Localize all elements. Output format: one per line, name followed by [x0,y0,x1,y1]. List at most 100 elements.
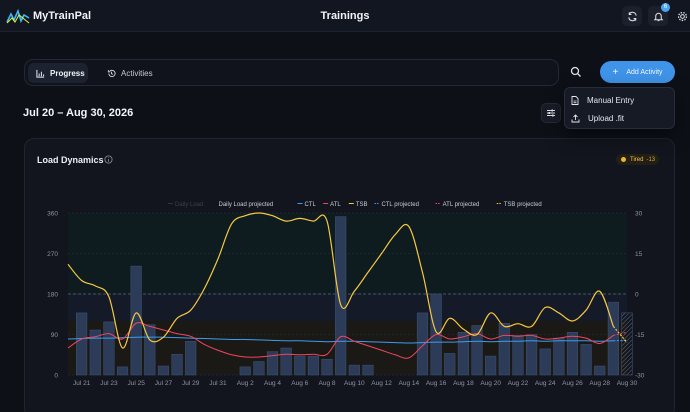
daily-load-bar [171,354,183,376]
daily-load-bar [525,334,538,376]
menu-item-manual-entry[interactable]: Manual Entry [571,93,634,107]
upload-icon [571,113,580,122]
daily-load-bar [116,366,129,376]
daily-load-bar [76,312,88,376]
daily-load-bar [553,337,565,376]
search-icon[interactable] [568,64,584,80]
settings-button[interactable] [674,6,690,26]
daily-load-bar [266,351,279,376]
y-right-tick-label: 30 [635,211,643,218]
tab-activities-label: Activities [121,68,153,78]
plus-icon: + [612,66,619,78]
menu-item-upload-fit[interactable]: Upload .fit [571,111,624,125]
menu-item-label: Manual Entry [587,95,635,105]
y-right-tick-label: -15 [635,332,645,339]
daily-load-bar [103,321,115,376]
menu-item-label: Upload .fit [588,113,625,123]
add-activity-button[interactable]: + Add Activity [600,61,675,83]
x-tick-label: Aug 28 [589,380,610,387]
legend-label: TSB [356,202,368,208]
x-tick-label: Aug 2 [237,380,254,387]
daily-load-bar [539,348,551,376]
daily-load-bar [416,312,429,376]
tab-progress[interactable]: Progress [28,63,88,83]
x-tick-label: Jul 29 [182,380,200,387]
gear-icon [677,11,687,21]
legend-label: ATL [330,202,341,208]
refresh-button[interactable] [622,6,642,26]
y-left-tick-label: 360 [47,211,58,218]
daily-load-bar [580,344,592,376]
daily-load-bar [280,347,292,376]
brand-name[interactable]: MyTrainPal [33,10,92,22]
daily-load-bar [294,355,306,376]
x-tick-label: Aug 14 [399,380,420,387]
status-dot [621,157,626,162]
daily-load-bar [512,335,524,376]
daily-load-bar [607,301,619,376]
y-left-tick-label: 0 [54,373,58,380]
x-tick-label: Aug 26 [562,380,583,387]
bell-icon [653,12,663,21]
status-value: -13 [646,156,656,163]
document-icon [571,95,579,105]
daily-load-bar [348,364,360,376]
status-badge: Tired -13 [616,154,659,165]
daily-load-bar [362,364,374,376]
x-tick-label: Aug 6 [291,380,308,387]
x-tick-label: Aug 20 [480,380,501,387]
daily-load-bar [485,355,497,376]
tsb-line [67,212,614,349]
daily-load-bar [335,216,347,376]
daily-load-bar [307,355,319,376]
x-tick-label: Jul 31 [209,380,227,387]
x-tick-label: Aug 18 [453,380,474,387]
notification-count-badge: 6 [661,3,670,12]
daily-load-bar [89,329,101,376]
top-bar [0,0,690,32]
y-left-tick-label: 270 [47,251,58,258]
history-icon [107,69,116,77]
sliders-icon [547,109,555,117]
y-right-tick-label: -30 [635,373,645,380]
y-left-tick-label: 180 [47,292,58,299]
x-tick-label: Jul 23 [100,380,118,387]
legend-label: ATL projected [443,202,480,208]
x-tick-label: Jul 25 [127,380,145,387]
daily-load-bar [457,332,469,376]
tsb-projected-line [612,326,628,343]
atl-line [67,322,614,359]
daily-load-bar [498,323,510,376]
date-range: Jul 20 – Aug 30, 2026 [23,107,134,119]
y-left-tick-label: 90 [51,332,59,339]
daily-load-bar [594,365,606,376]
x-tick-label: Aug 8 [319,380,336,387]
card-title: Load Dynamics [37,155,104,165]
legend-label: Daily Load projected [219,202,274,208]
page-title: Trainings [320,10,370,22]
x-tick-label: Jul 21 [73,380,91,387]
tab-progress-label: Progress [50,68,85,78]
logo-icon[interactable] [6,9,30,25]
x-tick-label: Aug 16 [426,380,447,387]
add-activity-menu: Manual Entry Upload .fit [564,87,675,129]
x-tick-label: Aug 30 [617,380,638,387]
x-tick-label: Jul 27 [155,380,173,387]
x-tick-label: Aug 10 [344,380,365,387]
atl-projected-line [613,331,628,336]
view-tabs: Progress Activities [24,59,559,86]
daily-load-bar [253,361,265,376]
y-right-tick-label: 0 [635,292,639,299]
daily-load-bar [144,324,156,376]
add-activity-label: Add Activity [626,68,663,76]
daily-load-bar [185,341,197,376]
daily-load-bar [566,332,579,376]
tab-activities[interactable]: Activities [99,63,159,83]
tsb-positive-band [68,213,627,294]
info-icon[interactable] [104,155,113,164]
filter-button[interactable] [541,103,561,123]
ctl-line [67,336,614,344]
x-tick-label: Aug 12 [371,380,392,387]
y-right-tick-label: 15 [635,251,643,258]
legend-label: CTL projected [381,202,418,208]
